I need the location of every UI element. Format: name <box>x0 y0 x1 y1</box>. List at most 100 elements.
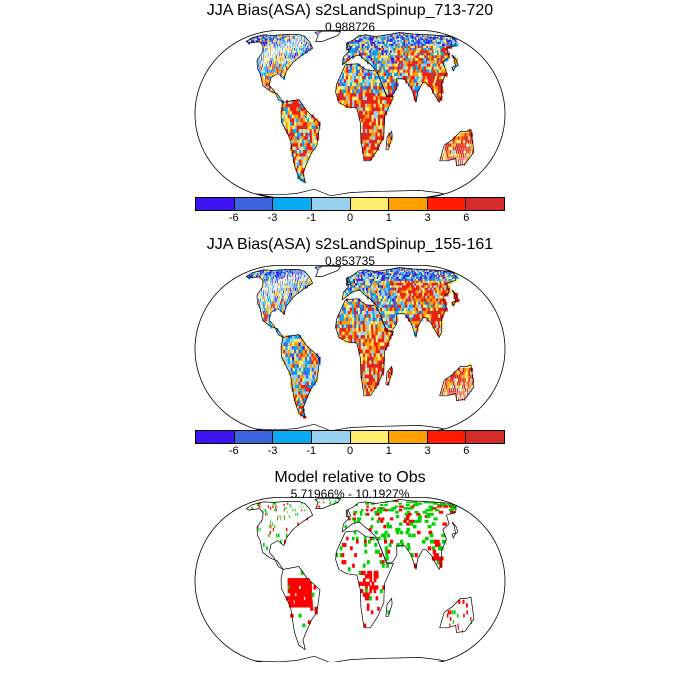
data-cell <box>359 301 363 306</box>
data-cell <box>315 118 319 123</box>
data-cell <box>341 328 345 333</box>
data-cell <box>338 498 340 501</box>
data-cell <box>373 335 377 340</box>
data-cell <box>280 45 281 49</box>
data-cell <box>255 37 258 40</box>
data-cell <box>447 391 449 396</box>
data-cell <box>370 321 374 326</box>
data-cell <box>346 76 349 80</box>
data-cell <box>362 275 365 278</box>
data-cell <box>463 381 465 386</box>
data-cell <box>386 280 390 284</box>
data-cell <box>299 50 301 54</box>
data-cell <box>262 34 266 37</box>
data-cell <box>373 367 376 372</box>
data-cell <box>280 272 282 275</box>
data-cell <box>356 93 360 98</box>
data-cell <box>300 176 305 180</box>
data-cell <box>377 100 381 105</box>
data-cell <box>265 63 267 68</box>
data-cell <box>310 378 314 383</box>
data-cell <box>377 338 381 343</box>
data-cell <box>396 76 400 80</box>
data-cell <box>364 273 368 276</box>
data-cell <box>377 374 380 379</box>
data-cell <box>457 391 459 396</box>
data-cell <box>382 353 385 358</box>
data-cell <box>370 378 374 383</box>
data-cell <box>302 273 304 276</box>
data-cell <box>392 76 396 80</box>
data-cell <box>399 293 404 297</box>
data-cell <box>365 335 368 340</box>
data-cell <box>298 276 299 280</box>
data-cell <box>379 69 383 74</box>
data-cell <box>381 280 385 284</box>
data-cell <box>372 275 376 278</box>
data-cell <box>347 82 351 87</box>
data-cell <box>307 136 311 141</box>
data-cell <box>267 38 270 41</box>
data-cell <box>290 34 292 37</box>
data-cell <box>307 122 310 127</box>
data-cell <box>299 403 303 407</box>
data-cell <box>402 66 406 71</box>
data-cell <box>385 52 389 56</box>
data-cell <box>378 48 382 51</box>
data-cell <box>368 276 372 280</box>
data-cell <box>362 331 366 336</box>
data-cell <box>292 125 296 130</box>
data-cell <box>315 360 319 365</box>
data-cell <box>290 37 292 40</box>
data-cell <box>283 508 285 512</box>
data-cell <box>372 278 376 282</box>
data-cell <box>439 311 443 315</box>
data-cell <box>269 41 271 45</box>
data-cell <box>298 378 302 383</box>
data-cell <box>413 298 417 303</box>
data-cell <box>369 338 373 343</box>
data-cell <box>309 353 312 358</box>
data-cell <box>407 82 412 87</box>
data-cell <box>435 311 439 315</box>
data-cell <box>356 43 359 47</box>
data-cell <box>298 176 303 180</box>
data-cell <box>362 364 366 369</box>
data-cell <box>374 278 378 282</box>
data-cell <box>346 301 349 306</box>
data-cell <box>399 58 404 62</box>
data-cell <box>302 40 304 43</box>
data-cell <box>369 96 372 101</box>
data-cell <box>362 79 366 84</box>
data-cell <box>294 353 297 358</box>
data-cell <box>285 338 289 343</box>
data-cell <box>460 150 462 154</box>
data-cell <box>424 76 429 80</box>
data-cell <box>295 136 299 141</box>
data-cell <box>358 273 362 276</box>
data-cell <box>379 508 383 512</box>
data-cell <box>372 79 376 84</box>
data-cell <box>375 58 379 62</box>
data-cell <box>302 125 306 130</box>
data-cell <box>362 353 366 358</box>
data-cell <box>283 125 287 130</box>
data-cell <box>433 517 438 521</box>
data-cell <box>289 111 293 116</box>
data-cell <box>379 96 383 101</box>
data-cell <box>387 508 391 512</box>
data-cell <box>359 35 363 38</box>
data-cell <box>366 136 370 141</box>
data-cell <box>300 125 304 130</box>
data-cell <box>357 37 360 40</box>
data-cell <box>388 50 392 54</box>
data-cell <box>373 280 377 284</box>
data-cell <box>352 72 355 77</box>
data-cell <box>299 150 303 154</box>
data-cell <box>302 41 304 45</box>
data-cell <box>372 153 375 158</box>
data-cell <box>393 314 397 319</box>
data-cell <box>387 374 391 379</box>
data-cell <box>345 317 349 322</box>
data-cell <box>467 146 469 151</box>
